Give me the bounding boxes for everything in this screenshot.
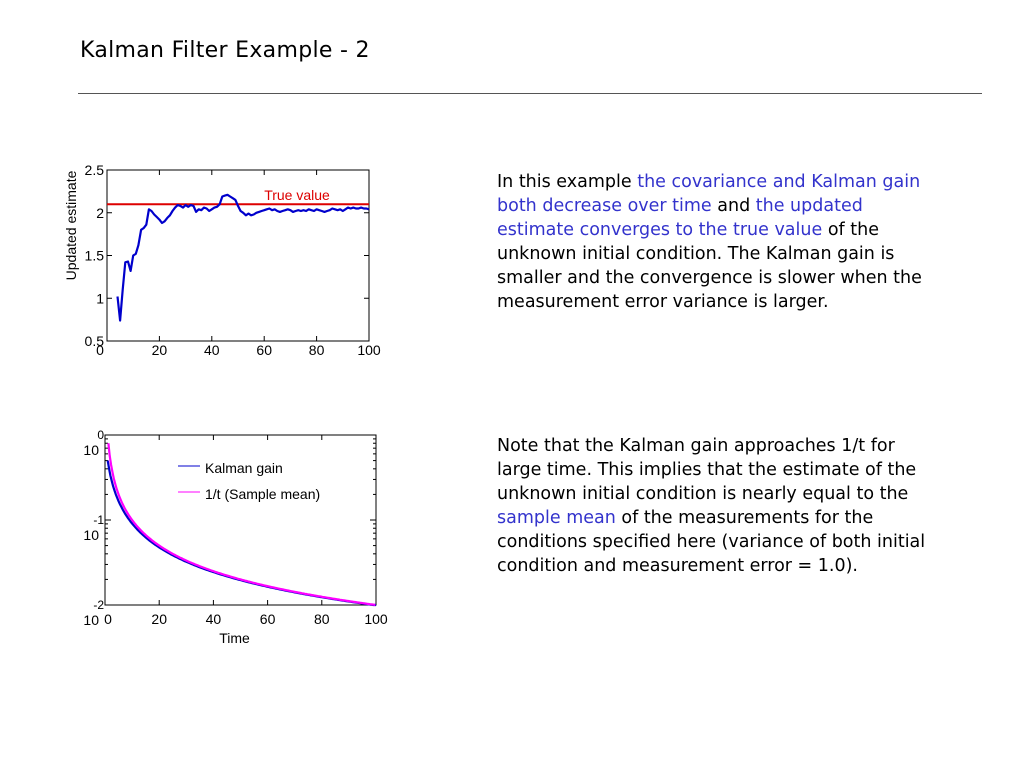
y-tick-label: 1.5 [85, 248, 105, 264]
x-tick-label: 20 [151, 611, 167, 627]
paragraph-gain: Note that the Kalman gain approaches 1/t… [497, 434, 927, 578]
y-tick-label-exponent: -2 [93, 598, 104, 612]
y-tick-label: 2.5 [85, 162, 105, 178]
x-tick-label: 60 [256, 342, 272, 358]
legend-label: Kalman gain [205, 460, 283, 476]
y-tick-label-base: 10 [83, 442, 99, 458]
x-tick-label: 80 [309, 342, 325, 358]
title-divider [78, 93, 982, 94]
true-value-annotation: True value [264, 187, 330, 203]
legend-label: 1/t (Sample mean) [205, 486, 320, 502]
text-span: and [711, 196, 756, 216]
x-axis-label: Time [219, 630, 250, 646]
y-tick-label-base: 10 [83, 527, 99, 543]
sample-mean-series-line [107, 443, 376, 606]
estimate-series-line [116, 193, 370, 322]
x-tick-label: 100 [364, 611, 388, 627]
highlight-span: the covariance and Kalman gain both decr… [497, 172, 921, 216]
kalman-gain-series-line [106, 460, 376, 607]
text-span: of the unknown initial condition. The Ka… [497, 220, 922, 312]
y-tick-label-base: 10 [83, 612, 99, 628]
highlight-span: the updated estimate converges to the tr… [497, 196, 863, 240]
x-tick-label: 60 [260, 611, 276, 627]
text-span: of the measurements for the conditions s… [497, 508, 926, 576]
paragraph-estimate: In this example the covariance and Kalma… [497, 170, 922, 314]
text-span: Note that the Kalman gain approaches 1/t… [497, 436, 917, 504]
y-axis-label: Updated estimate [63, 170, 79, 280]
x-tick-label: 40 [204, 342, 220, 358]
text-span: In this example [497, 172, 638, 192]
x-tick-label: 80 [314, 611, 330, 627]
y-tick-label: 2 [96, 205, 104, 221]
y-tick-label-exponent: 0 [97, 428, 104, 442]
highlight-span: sample mean [497, 508, 616, 528]
x-tick-label: 100 [357, 342, 381, 358]
y-tick-label: 1 [96, 290, 104, 306]
slide-title: Kalman Filter Example - 2 [80, 38, 370, 63]
x-tick-label: 0 [96, 342, 104, 358]
y-tick-label: 0.5 [85, 333, 105, 349]
x-tick-label: 20 [152, 342, 168, 358]
x-tick-label: 0 [104, 611, 112, 627]
x-tick-label: 40 [206, 611, 222, 627]
y-tick-label-exponent: -1 [93, 513, 104, 527]
